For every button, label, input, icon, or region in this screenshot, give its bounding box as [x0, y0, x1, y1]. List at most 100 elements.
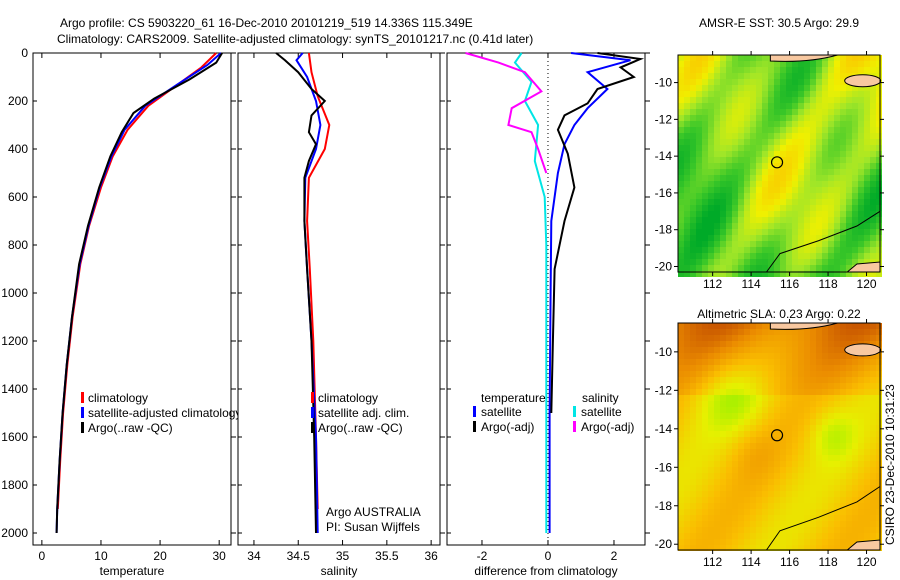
- map-cell: [768, 353, 774, 359]
- map-cell: [762, 527, 768, 533]
- map-cell: [816, 181, 822, 187]
- map-cell: [864, 455, 870, 461]
- map-cell: [870, 181, 876, 187]
- map-cell: [876, 479, 882, 485]
- map-cell: [708, 437, 714, 443]
- map-cell: [714, 247, 720, 253]
- map-cell: [864, 55, 870, 61]
- map-cell: [768, 157, 774, 163]
- map-cell: [684, 91, 690, 97]
- map-cell: [744, 329, 750, 335]
- map-cell: [822, 91, 828, 97]
- map-cell: [726, 509, 732, 515]
- map-cell: [768, 217, 774, 223]
- map-cell: [744, 443, 750, 449]
- map-cell: [678, 467, 684, 473]
- map-cell: [804, 491, 810, 497]
- map-cell: [678, 431, 684, 437]
- temperature-x-label: temperature: [100, 564, 165, 578]
- map-cell: [720, 163, 726, 169]
- map-cell: [876, 413, 882, 419]
- map-cell: [690, 443, 696, 449]
- map-cell: [732, 79, 738, 85]
- map-cell: [840, 335, 846, 341]
- map-cell: [792, 235, 798, 241]
- map-cell: [768, 109, 774, 115]
- map-cell: [744, 103, 750, 109]
- map-cell: [774, 103, 780, 109]
- map-cell: [750, 407, 756, 413]
- map-cell: [840, 175, 846, 181]
- map-cell: [870, 419, 876, 425]
- map-cell: [870, 97, 876, 103]
- map-cell: [744, 121, 750, 127]
- map-cell: [762, 121, 768, 127]
- map-cell: [678, 247, 684, 253]
- map-cell: [822, 109, 828, 115]
- map-cell: [738, 175, 744, 181]
- map-cell: [774, 479, 780, 485]
- map-cell: [786, 85, 792, 91]
- map-cell: [786, 115, 792, 121]
- map-cell: [750, 347, 756, 353]
- map-cell: [750, 545, 756, 551]
- map-cell: [834, 365, 840, 371]
- map-cell: [876, 187, 882, 193]
- legend-label: satellite: [581, 405, 622, 419]
- map-cell: [714, 175, 720, 181]
- map-cell: [696, 163, 702, 169]
- map-cell: [768, 461, 774, 467]
- map-cell: [870, 103, 876, 109]
- map-cell: [834, 461, 840, 467]
- map-cell: [720, 449, 726, 455]
- map-cell: [708, 341, 714, 347]
- map-cell: [828, 497, 834, 503]
- map-cell: [726, 545, 732, 551]
- map-cell: [678, 193, 684, 199]
- map-cell: [786, 353, 792, 359]
- map-cell: [810, 127, 816, 133]
- map-cell: [846, 473, 852, 479]
- map-cell: [810, 533, 816, 539]
- map-cell: [816, 199, 822, 205]
- map-cell: [726, 217, 732, 223]
- map-cell: [768, 467, 774, 473]
- map-cell: [840, 365, 846, 371]
- map-cell: [810, 491, 816, 497]
- map-cell: [696, 539, 702, 545]
- map-cell: [864, 121, 870, 127]
- map-cell: [798, 335, 804, 341]
- map-cell: [774, 527, 780, 533]
- map-cell: [714, 97, 720, 103]
- map-cell: [732, 211, 738, 217]
- map-cell: [756, 347, 762, 353]
- map-cell: [726, 61, 732, 67]
- map-cell: [708, 109, 714, 115]
- map-cell: [840, 431, 846, 437]
- map-cell: [708, 449, 714, 455]
- map-cell: [744, 491, 750, 497]
- map-cell: [726, 235, 732, 241]
- map-cell: [804, 91, 810, 97]
- map-cell: [678, 485, 684, 491]
- map-cell: [840, 85, 846, 91]
- map-cell: [762, 353, 768, 359]
- map-cell: [870, 443, 876, 449]
- map-cell: [852, 157, 858, 163]
- map-cell: [690, 401, 696, 407]
- map-cell: [762, 181, 768, 187]
- map-cell: [846, 223, 852, 229]
- map-cell: [774, 443, 780, 449]
- map-cell: [792, 229, 798, 235]
- map-cell: [834, 229, 840, 235]
- map-cell: [834, 359, 840, 365]
- map-cell: [774, 485, 780, 491]
- map-cell: [798, 187, 804, 193]
- map-cell: [756, 419, 762, 425]
- map-cell: [762, 485, 768, 491]
- map-cell: [720, 193, 726, 199]
- map-cell: [798, 461, 804, 467]
- map-cell: [846, 533, 852, 539]
- map-cell: [846, 377, 852, 383]
- map-cell: [810, 365, 816, 371]
